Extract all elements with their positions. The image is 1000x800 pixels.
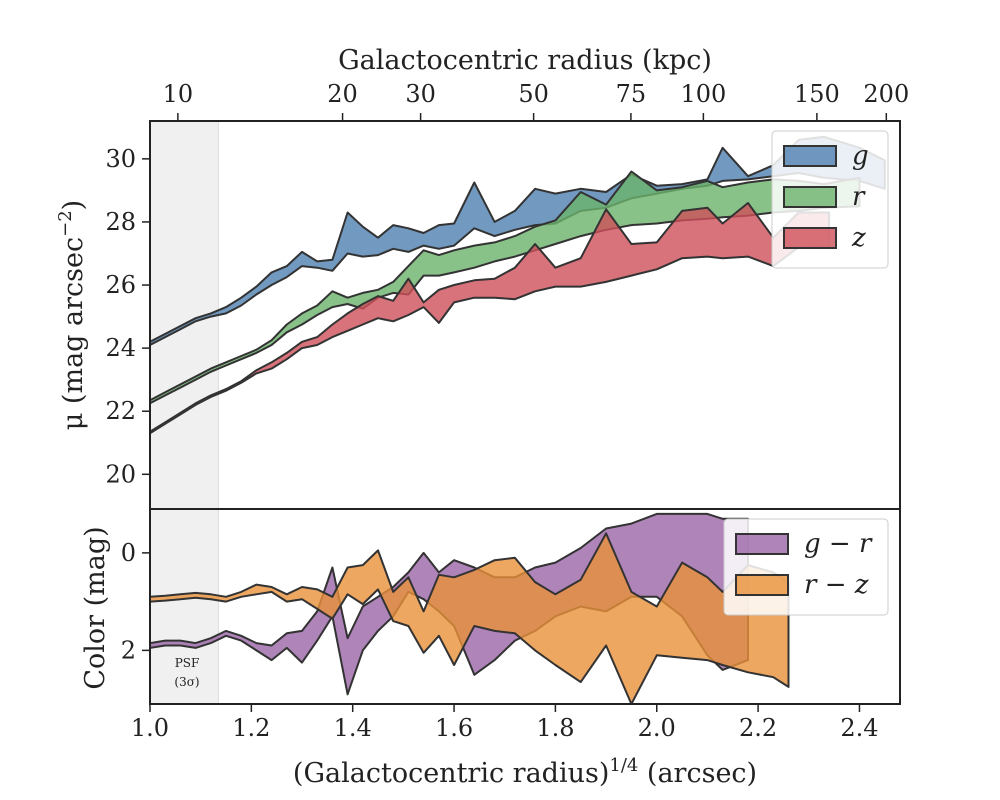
- legend-color: g − r r − z: [723, 518, 889, 616]
- legend-swatch-g: [783, 145, 837, 167]
- x-top-tick-label-150: 150: [794, 80, 840, 108]
- legend-label-r-z: r − z: [804, 570, 869, 600]
- legend-swatch-z: [783, 227, 837, 249]
- psf-sigma-label: (3σ): [174, 675, 199, 689]
- y-tick-label-color-0: 0: [121, 539, 136, 567]
- x-top-tick-label-10: 10: [163, 80, 194, 108]
- y-tick-label-surface-brightness-22: 22: [105, 397, 136, 425]
- x-bottom-tick-label-1: 1.0: [131, 714, 169, 742]
- legend-label-z: z: [851, 223, 866, 253]
- color-panel: g − r r − z: [149, 508, 889, 705]
- x-bottom-tick-label-2.4: 2.4: [840, 714, 878, 742]
- x-bottom-tick-label-1.4: 1.4: [334, 714, 372, 742]
- x-top-tick-label-100: 100: [680, 80, 726, 108]
- y-tick-label-surface-brightness-26: 26: [105, 271, 136, 299]
- legend-swatch-r: [783, 186, 837, 208]
- legend-label-g-r: g − r: [804, 529, 873, 559]
- x-bottom-tick-label-1.2: 1.2: [232, 714, 270, 742]
- legend-surface-brightness: grz: [771, 130, 889, 269]
- series-group-color: [150, 512, 790, 704]
- axes: 20 22 24 26 28 30 0 2 1.0 1.2 1.4 1.6 1.8 2.0 2.2 2.4 10…: [105, 80, 909, 742]
- y-tick-label-color-2: 2: [121, 636, 136, 664]
- x-axis-title-exponent: 1/4: [609, 755, 638, 776]
- legend-swatch-g-r: [735, 533, 789, 555]
- legend-swatch-r-z: [735, 574, 789, 596]
- x-top-axis-title: Galactocentric radius (kpc): [338, 45, 712, 76]
- x-axis-title-unit: (arcsec): [638, 758, 757, 789]
- y-tick-label-surface-brightness-24: 24: [105, 334, 136, 362]
- y-axis-title-color: Color (mag): [80, 526, 111, 689]
- legend-label-g: g: [852, 141, 869, 171]
- y-axis-title-exponent: −2: [55, 210, 76, 237]
- frame-color: [149, 508, 901, 705]
- y-axis-title-surface-brightness: μ (mag arcsec−2): [55, 200, 89, 430]
- x-top-tick-label-75: 75: [616, 80, 647, 108]
- x-top-tick-label-20: 20: [327, 80, 358, 108]
- y-tick-label-surface-brightness-30: 30: [105, 145, 136, 173]
- x-top-tick-label-200: 200: [863, 80, 909, 108]
- y-axis-title-main: μ (mag arcsec: [58, 237, 89, 430]
- psf-label: PSF: [175, 656, 200, 670]
- x-bottom-tick-label-1.6: 1.6: [435, 714, 473, 742]
- x-top-tick-label-30: 30: [405, 80, 436, 108]
- x-bottom-tick-label-2.2: 2.2: [739, 714, 777, 742]
- x-axis-title-main: (Galactocentric radius): [293, 758, 609, 789]
- legend-label-r: r: [852, 182, 866, 212]
- band-surface-brightness-z: [150, 202, 831, 435]
- y-axis-title-close: ): [58, 200, 89, 211]
- surface-brightness-panel: grz: [149, 120, 889, 510]
- x-bottom-axis-title: (Galactocentric radius)1/4 (arcsec): [293, 755, 757, 789]
- x-bottom-tick-label-2: 2.0: [638, 714, 676, 742]
- x-top-tick-label-50: 50: [518, 80, 549, 108]
- x-bottom-tick-label-1.8: 1.8: [536, 714, 574, 742]
- psf-region-color: [149, 508, 219, 705]
- y-tick-label-surface-brightness-20: 20: [105, 460, 136, 488]
- y-tick-label-surface-brightness-28: 28: [105, 208, 136, 236]
